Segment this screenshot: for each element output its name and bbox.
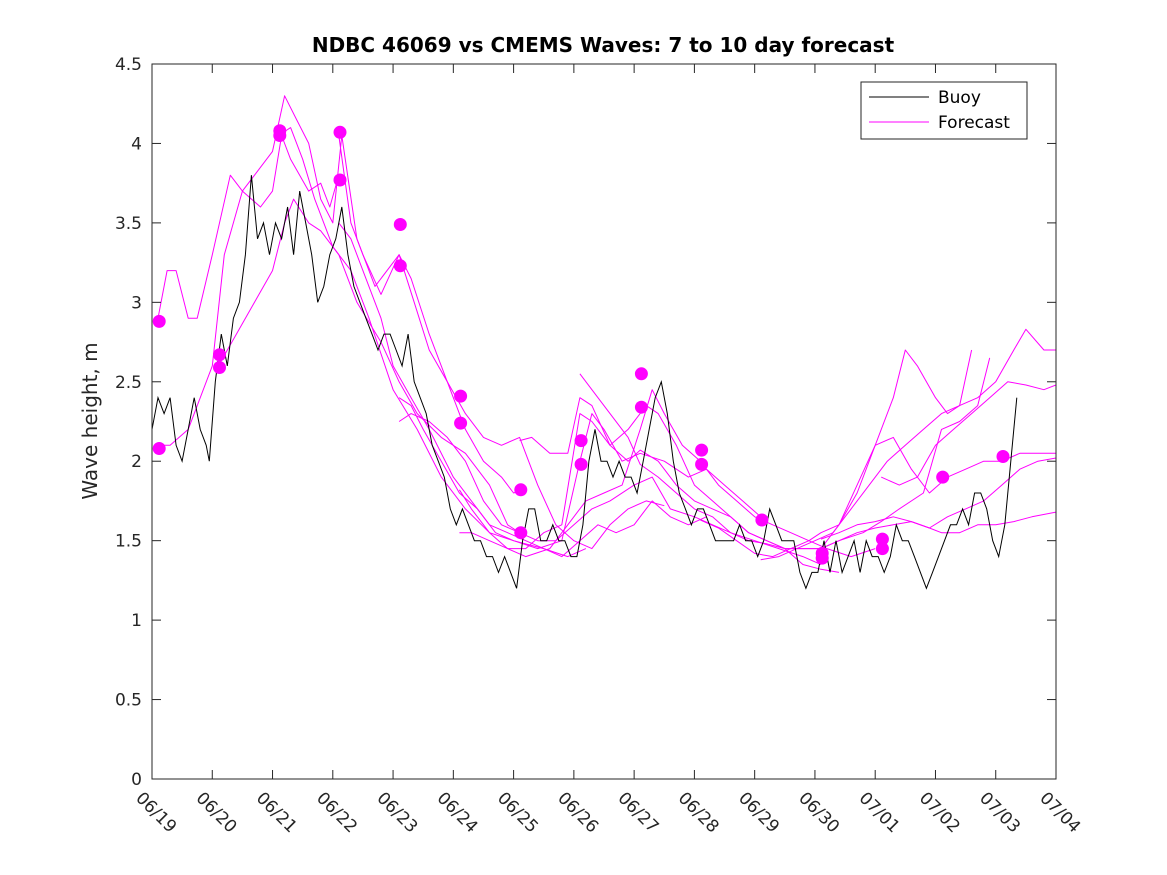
y-tick-label: 3 (131, 293, 142, 313)
y-tick-label: 0 (131, 770, 142, 790)
y-tick-label: 4 (131, 134, 142, 154)
forecast-line-8 (398, 413, 822, 565)
legend-label-buoy: Buoy (938, 88, 981, 108)
forecast-line-15 (820, 457, 1056, 540)
buoy-line (152, 175, 1018, 590)
forecast-marker-20 (695, 457, 709, 471)
forecast-marker-13 (514, 483, 528, 497)
y-tick-label: 2 (131, 452, 142, 472)
chart-title: NDBC 46069 vs CMEMS Waves: 7 to 10 day f… (312, 33, 895, 57)
forecast-marker-6 (273, 124, 287, 138)
legend: Buoy Forecast (860, 81, 1028, 140)
y-tick-label: 0.5 (115, 691, 142, 711)
y-tick-label: 3.5 (115, 214, 142, 234)
legend-label-forecast: Forecast (938, 113, 1010, 133)
forecast-marker-18 (634, 400, 648, 414)
y-tick-label: 2.5 (115, 373, 142, 393)
forecast-line-14 (760, 328, 1056, 561)
forecast-marker-26 (936, 470, 950, 484)
y-tick-label: 4.5 (115, 55, 142, 75)
forecast-line-13 (700, 436, 1056, 558)
forecast-line-17 (880, 381, 1056, 486)
forecast-marker-24 (875, 532, 889, 546)
forecast-marker-14 (514, 526, 528, 540)
forecast-marker-27 (996, 450, 1010, 463)
forecast-marker-3 (213, 348, 226, 362)
legend-box (860, 81, 1028, 140)
forecast-marker-10 (393, 259, 407, 273)
y-axis-label: Wave height, m (78, 342, 102, 499)
forecast-line-10 (458, 389, 876, 558)
forecast-line-3 (217, 198, 520, 534)
plot-marks (152, 95, 1056, 590)
forecast-marker-15 (574, 434, 588, 448)
plot-area (152, 95, 1056, 590)
forecast-marker-16 (574, 457, 588, 471)
forecast-marker-2 (152, 442, 166, 455)
forecast-line-12 (579, 349, 973, 550)
forecast-line-1 (157, 135, 340, 319)
forecast-marker-17 (634, 367, 648, 381)
forecast-line-2 (158, 95, 523, 494)
y-tick-label: 1 (131, 611, 142, 631)
forecast-line-16 (820, 511, 1056, 550)
forecast-line-4 (278, 127, 587, 558)
forecast-marker-1 (152, 314, 166, 328)
forecast-marker-9 (393, 218, 407, 231)
forecast-marker-25 (875, 542, 889, 556)
axes-box (151, 63, 1057, 780)
forecast-marker-7 (333, 125, 347, 139)
forecast-marker-21 (755, 513, 769, 527)
forecast-marker-12 (454, 416, 468, 430)
forecast-marker-23 (815, 551, 829, 565)
forecast-marker-19 (695, 443, 709, 457)
forecast-marker-4 (213, 361, 226, 374)
forecast-marker-8 (333, 173, 347, 187)
y-tick-label: 1.5 (115, 532, 142, 552)
forecast-marker-11 (454, 389, 468, 403)
